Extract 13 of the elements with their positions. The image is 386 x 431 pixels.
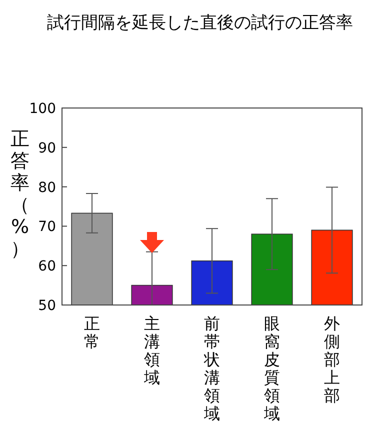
y-tick-label: 60 [38, 258, 56, 275]
y-tick-label: 90 [38, 140, 56, 156]
y-tick-label: 100 [29, 101, 56, 117]
x-tick-label: 正常 [84, 314, 100, 351]
x-tick-label: 外側部上部 [324, 314, 340, 405]
y-tick-label: 80 [38, 180, 56, 196]
chart-title: 試行間隔を延長した直後の試行の正答率 [47, 13, 353, 33]
y-axis-title: 正答率（%） [10, 128, 30, 260]
x-tick-label: 主溝領域 [143, 314, 160, 387]
x-tick-label: 眼窩皮質領域 [263, 314, 280, 423]
x-tick-label: 前帯状溝領域 [203, 314, 220, 423]
y-tick-label: 70 [38, 219, 56, 236]
y-tick-label: 50 [38, 298, 56, 314]
